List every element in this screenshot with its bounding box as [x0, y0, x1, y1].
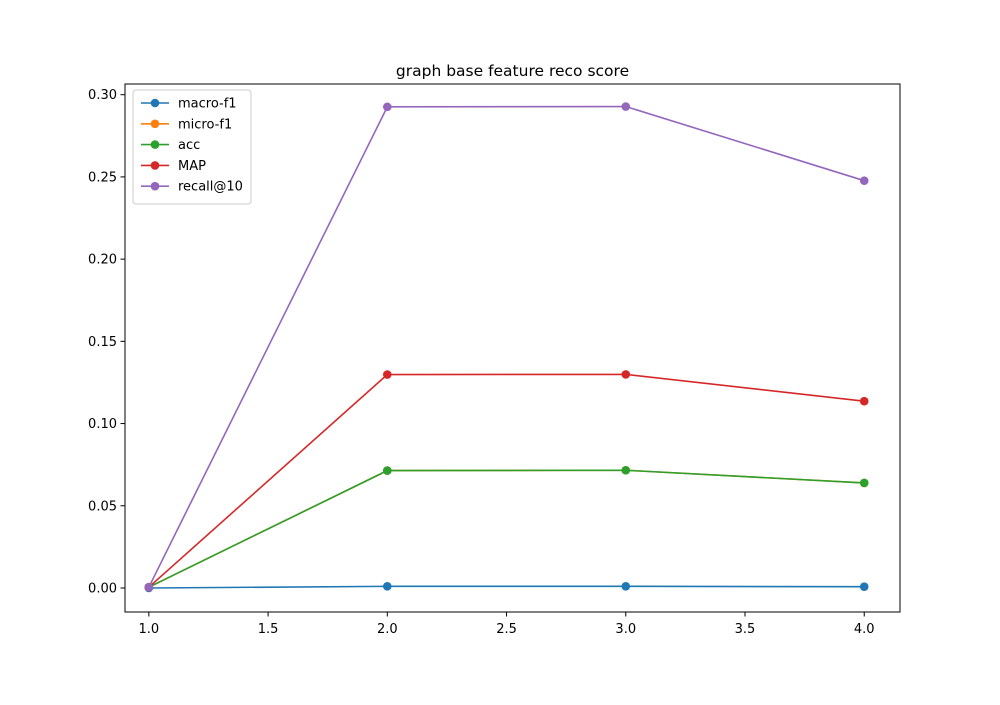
series-MAP: [144, 370, 869, 592]
y-tick-label: 0.15: [88, 335, 117, 350]
data-point: [621, 465, 631, 475]
y-tick-label: 0.20: [88, 253, 117, 268]
series-lines: [144, 102, 869, 593]
y-tick-label: 0.25: [88, 170, 117, 185]
x-tick-label: 3.5: [735, 622, 756, 637]
legend-swatch-marker: [150, 119, 160, 129]
series-line: [148, 469, 865, 588]
series-line: [148, 585, 865, 589]
legend-item: acc: [141, 138, 200, 153]
y-tick-label: 0.10: [88, 417, 117, 432]
series-macro-f1: [144, 582, 869, 593]
y-tick-label: 0.05: [88, 499, 117, 514]
series-line: [148, 105, 865, 588]
data-point: [383, 466, 392, 475]
data-point: [621, 582, 631, 591]
legend-item: micro-f1: [141, 117, 232, 132]
series-recall@10: [144, 102, 869, 592]
x-tick-label: 2.5: [496, 622, 517, 637]
data-point: [383, 102, 392, 112]
data-point: [859, 582, 869, 591]
legend-swatch-marker: [150, 140, 160, 149]
legend-label: MAP: [178, 159, 206, 174]
y-tick-label: 0.30: [88, 88, 117, 103]
legend-label: macro-f1: [178, 97, 237, 112]
x-tick-label: 1.5: [258, 622, 279, 637]
legend-item: recall@10: [141, 180, 243, 195]
legend-swatch-marker: [150, 181, 160, 191]
data-point: [621, 102, 631, 111]
data-point: [859, 176, 869, 185]
legend-swatch-marker: [150, 161, 160, 170]
data-point: [383, 370, 392, 379]
legend: macro-f1 micro-f1 acc MAP recall@10: [132, 89, 252, 205]
series-acc: [144, 465, 869, 592]
data-point: [144, 582, 154, 592]
data-point: [621, 370, 631, 379]
legend-label: micro-f1: [178, 117, 232, 132]
data-point: [859, 396, 869, 406]
legend-box: [132, 89, 252, 205]
legend-swatch-marker: [150, 98, 160, 108]
y-tick-label: 0.00: [88, 581, 117, 596]
legend-item: MAP: [141, 159, 206, 174]
x-tick-label: 3.0: [615, 622, 636, 637]
legend-label: acc: [178, 138, 200, 153]
series-micro-f1: [144, 465, 869, 592]
data-point: [859, 478, 869, 488]
x-tick-label: 2.0: [377, 622, 398, 637]
plot-frame: [124, 83, 901, 613]
chart-title: graph base feature reco score: [396, 62, 629, 80]
data-point: [383, 582, 392, 591]
x-tick-label: 4.0: [854, 622, 875, 637]
series-line: [148, 469, 865, 588]
y-axis: 0.00 0.05 0.10 0.15 0.20 0.25 0.30: [88, 88, 125, 596]
legend-label: recall@10: [178, 180, 243, 195]
x-axis: 1.0 1.5 2.0 2.5 3.0 3.5 4.0: [139, 612, 875, 637]
series-line: [148, 373, 865, 588]
legend-item: macro-f1: [141, 97, 237, 112]
x-tick-label: 1.0: [139, 622, 160, 637]
